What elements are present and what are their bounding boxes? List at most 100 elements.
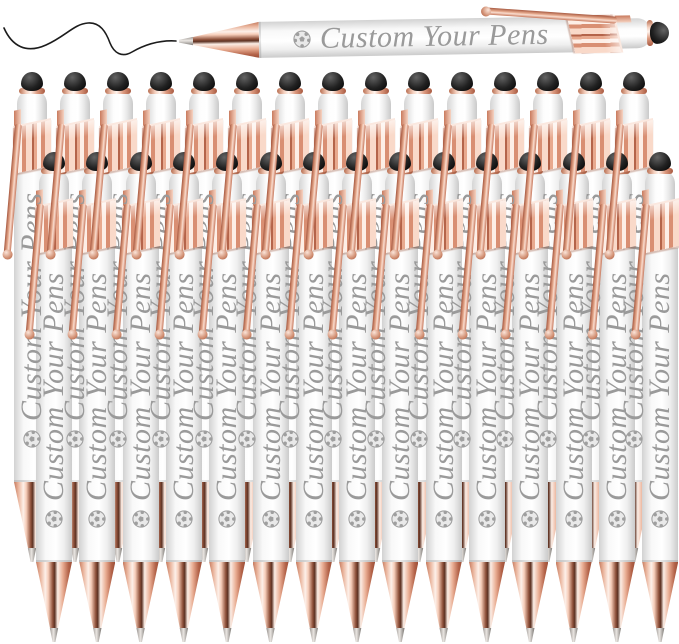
pen-upper-barrel	[60, 92, 90, 124]
stylus-tip-icon	[322, 72, 344, 91]
pen-barrel	[258, 16, 574, 58]
pen-upper-barrel	[447, 92, 477, 124]
pen-upper-barrel	[361, 92, 391, 124]
pen-front-12: Custom Your Pens	[501, 152, 550, 642]
ballpoint-tip	[352, 628, 362, 642]
ballpoint-tip	[179, 628, 189, 642]
rose-gold-ring	[148, 88, 174, 94]
ballpoint-tip	[285, 548, 295, 562]
pen-cone	[512, 562, 549, 630]
rose-gold-ring	[647, 168, 674, 174]
pen-front-13: Custom Your Pens	[545, 152, 593, 642]
pen-barrel	[36, 248, 72, 562]
stylus-tip-icon	[649, 21, 670, 45]
pen-cone	[191, 22, 260, 59]
rose-gold-ring	[621, 88, 647, 94]
pen-front-14: Custom Your Pens	[588, 152, 636, 642]
pen-cone	[598, 562, 635, 630]
pen-cone	[36, 562, 72, 630]
rose-gold-ring	[449, 88, 475, 94]
stylus-tip-icon	[236, 72, 258, 91]
pen-front-11: Custom Your Pens	[458, 152, 506, 642]
ballpoint-tip	[328, 548, 338, 562]
pen-upper-barrel	[189, 92, 219, 124]
pen-cone	[469, 562, 505, 630]
pen-upper-barrel	[232, 92, 262, 124]
rose-gold-ring	[105, 88, 131, 94]
pen-upper-barrel	[17, 92, 47, 124]
pen-front-2: Custom Your Pens	[68, 152, 117, 642]
pen-upper-barrel	[146, 92, 176, 124]
ballpoint-tip	[242, 548, 252, 562]
stylus-tip-icon	[193, 72, 215, 91]
ballpoint-tip	[70, 548, 80, 562]
ballpoint-tip	[93, 628, 102, 642]
pen-upper-barrel	[619, 92, 649, 124]
stylus-tip-icon	[279, 72, 301, 91]
pen-barrel	[339, 248, 376, 562]
pen-demo-horizontal: Custom Your Pens	[179, 7, 670, 60]
pen-barrel	[295, 248, 332, 562]
ballpoint-tip	[569, 628, 578, 642]
ballpoint-tip	[396, 628, 405, 642]
ballpoint-tip	[439, 628, 448, 642]
pen-cone	[209, 562, 246, 630]
ballpoint-tip	[49, 628, 59, 642]
ballpoint-tip	[156, 548, 166, 562]
rose-gold-ring	[578, 88, 604, 94]
pen-cone	[295, 562, 332, 630]
stylus-tip-icon	[649, 152, 672, 171]
pen-upper-barrel	[576, 92, 606, 124]
stylus-tip-icon	[623, 72, 645, 91]
pen-upper-barrel	[275, 92, 305, 124]
pen-barrel	[252, 248, 289, 562]
pen-upper-barrel	[404, 92, 434, 124]
pen-cone	[339, 562, 376, 630]
stylus-tip-icon	[537, 72, 559, 91]
stylus-tip-icon	[580, 72, 602, 91]
pen-front-6: Custom Your Pens	[242, 152, 290, 642]
ballpoint-tip	[526, 628, 535, 642]
pen-barrel	[79, 248, 116, 562]
ballpoint-tip	[500, 548, 510, 562]
rose-gold-ring	[62, 88, 88, 94]
rose-gold-ring	[19, 88, 45, 94]
ballpoint-tip	[113, 548, 123, 562]
pen-front-9: Custom Your Pens	[371, 152, 420, 642]
pen-upper-barrel	[533, 92, 563, 124]
rose-gold-ring	[535, 88, 561, 94]
rose-gold-ring	[363, 88, 389, 94]
ballpoint-tip	[414, 548, 424, 562]
rose-gold-ring	[406, 88, 432, 94]
ballpoint-tip	[371, 548, 381, 562]
pen-cone	[79, 562, 116, 630]
pen-upper-barrel	[490, 92, 520, 124]
pen-front-10: Custom Your Pens	[415, 152, 463, 642]
pen-cone	[425, 562, 462, 630]
rose-gold-ring	[234, 88, 260, 94]
ballpoint-tip	[612, 628, 622, 642]
pen-barrel	[122, 248, 159, 562]
pen-barrel	[555, 248, 592, 562]
pen-upper-barrel	[318, 92, 348, 124]
stylus-tip-icon	[408, 72, 430, 91]
ballpoint-tip	[457, 548, 467, 562]
pen-cone	[555, 562, 592, 630]
ballpoint-tip	[655, 628, 665, 642]
stylus-tip-icon	[451, 72, 473, 91]
pen-cone	[252, 562, 289, 630]
rose-gold-ring	[191, 88, 217, 94]
ballpoint-tip	[199, 548, 209, 562]
stylus-tip-icon	[494, 72, 516, 91]
pen-cone	[122, 562, 159, 630]
pen-cone	[642, 562, 679, 630]
rose-gold-ring	[277, 88, 303, 94]
ballpoint-tip	[266, 628, 275, 642]
ballpoint-tip	[136, 628, 145, 642]
pen-upper-barrel	[103, 92, 133, 124]
ballpoint-tip	[222, 628, 232, 642]
pen-barrel	[165, 248, 202, 562]
stylus-tip-icon	[150, 72, 172, 91]
pen-front-15: Custom Your Pens	[631, 152, 679, 642]
